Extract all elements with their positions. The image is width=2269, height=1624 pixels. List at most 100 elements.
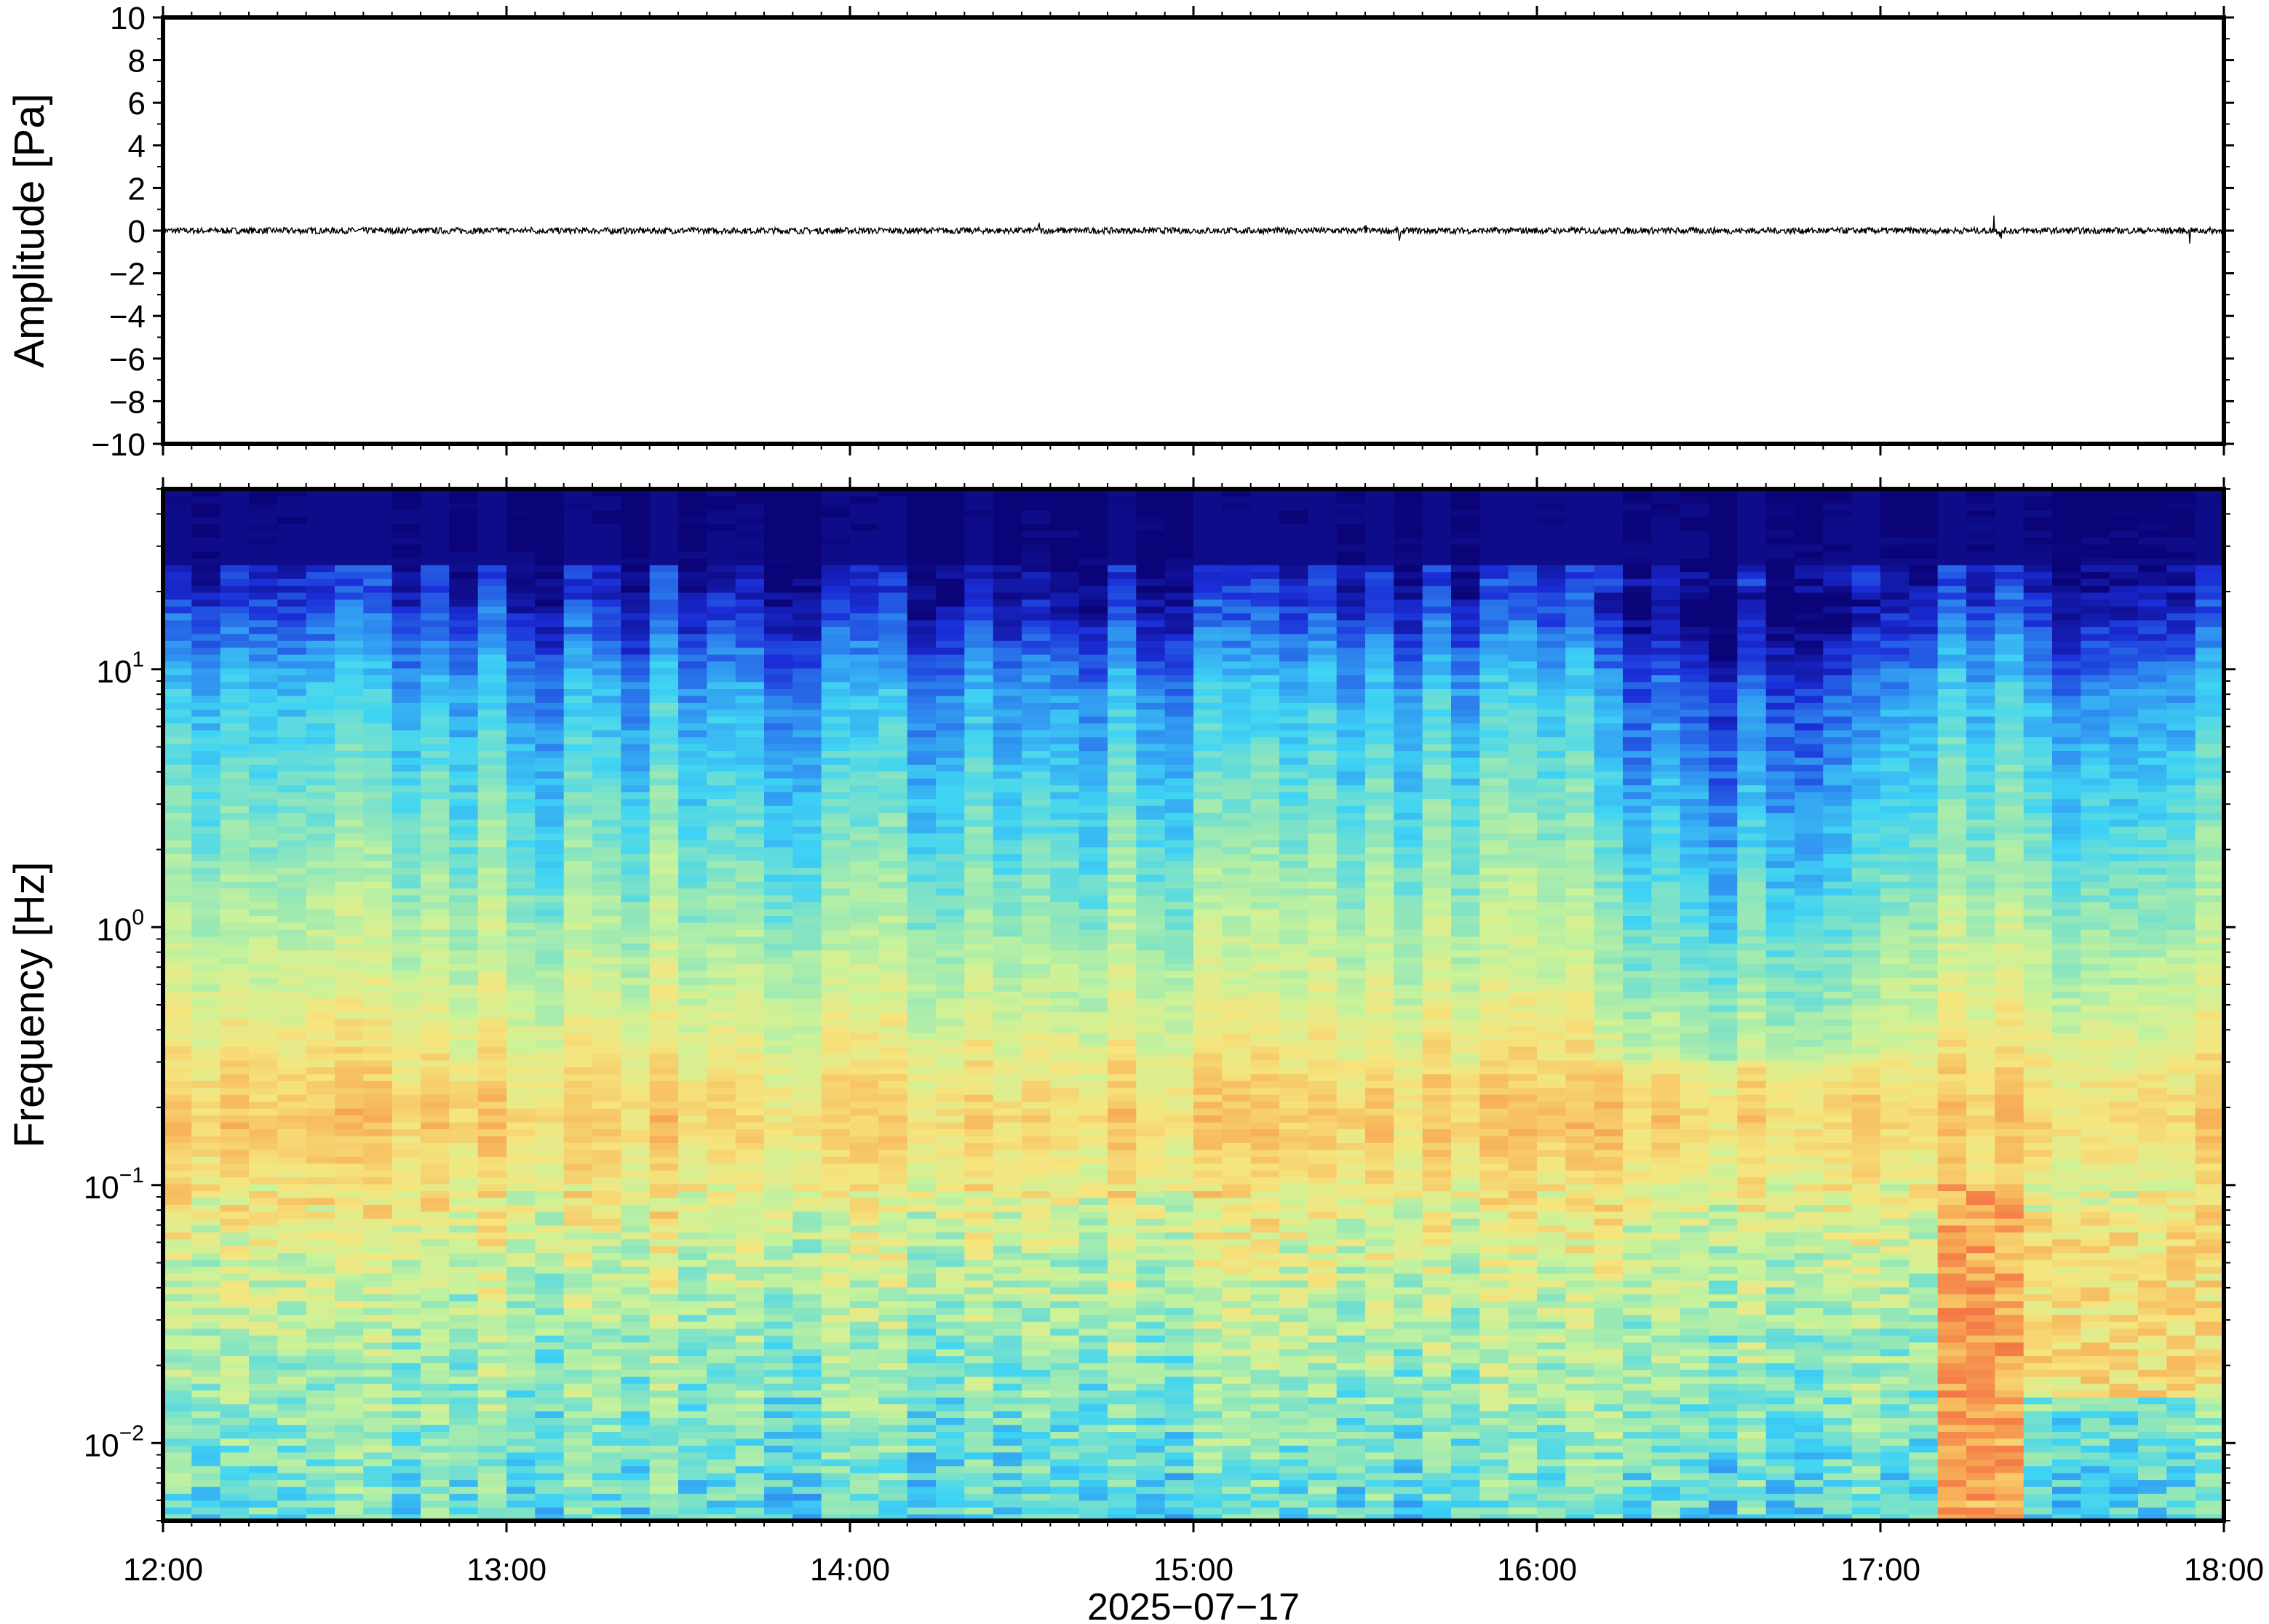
spectrogram-cell — [220, 551, 250, 559]
spectrogram-cell — [621, 1486, 651, 1494]
spectrogram-cell — [477, 1087, 507, 1095]
spectrogram-cell — [277, 1431, 307, 1439]
spectrogram-cell — [878, 1280, 908, 1288]
spectrogram-cell — [964, 1142, 994, 1150]
spectrogram-cell — [821, 1039, 851, 1047]
spectrogram-cell — [220, 633, 250, 641]
spectrogram-cell — [535, 915, 565, 923]
spectrogram-cell — [592, 1362, 622, 1370]
spectrogram-cell — [821, 1390, 851, 1398]
spectrogram-cell — [907, 716, 937, 724]
spectrogram-cell — [563, 647, 593, 655]
spectrogram-cell — [993, 860, 1022, 868]
spectrogram-cell — [277, 661, 307, 669]
spectrogram-cell — [563, 1328, 593, 1336]
spectrogram-cell — [163, 1032, 193, 1040]
spectrogram-cell — [592, 702, 622, 710]
spectrogram-cell — [163, 1472, 193, 1481]
spectrogram-cell — [563, 1424, 593, 1432]
spectrogram-cell — [421, 853, 450, 861]
spectrogram-cell — [277, 585, 307, 593]
spectrogram-cell — [421, 571, 450, 579]
spectrogram-cell — [306, 1396, 335, 1405]
spectrogram-cell — [506, 661, 536, 669]
spectrogram-cell — [477, 970, 507, 978]
spectrogram-cell — [792, 736, 822, 744]
spectrogram-cell — [191, 950, 221, 958]
spectrogram-cell — [878, 523, 908, 531]
spectrogram-cell — [477, 894, 507, 902]
spectrogram-cell — [506, 1039, 536, 1047]
spectrogram-cell — [563, 1135, 593, 1143]
spectrogram-cell — [821, 1059, 851, 1067]
spectrogram-cell — [707, 1390, 736, 1398]
spectrogram-cell — [535, 908, 565, 916]
spectrogram-cell — [936, 626, 966, 634]
spectrogram-cell — [220, 1067, 250, 1075]
spectrogram-cell — [878, 1314, 908, 1322]
spectrogram-cell — [878, 922, 908, 930]
spectrogram-cell — [421, 619, 450, 627]
spectrogram-cell — [277, 1300, 307, 1308]
spectrogram-cell — [249, 915, 279, 923]
spectrogram-cell — [1050, 681, 1080, 689]
spectrogram-cell — [392, 489, 421, 497]
spectrogram-cell — [964, 1334, 994, 1343]
spectrogram-cell — [821, 819, 851, 827]
spectrogram-cell — [1050, 1348, 1080, 1356]
spectrogram-cell — [735, 723, 765, 731]
spectrogram-cell — [477, 1266, 507, 1274]
spectrogram-cell — [306, 901, 335, 909]
spectrogram-cell — [335, 1500, 365, 1508]
spectrogram-cell — [621, 1232, 651, 1240]
spectrogram-cell — [163, 1059, 193, 1067]
spectrogram-cell — [220, 1225, 250, 1233]
spectrogram-cell — [249, 1396, 279, 1405]
spectrogram-cell — [1022, 523, 1052, 531]
spectrogram-cell — [163, 826, 193, 834]
spectrogram-cell — [707, 991, 736, 999]
spectrogram-cell — [907, 750, 937, 758]
spectrogram-cell — [363, 1059, 393, 1067]
spectrogram-cell — [392, 1032, 421, 1040]
spectrogram-cell — [449, 1211, 479, 1219]
spectrogram-cell — [993, 1479, 1022, 1487]
spectrogram-cell — [220, 516, 250, 525]
spectrogram-cell — [649, 812, 679, 820]
spectrogram-cell — [163, 1342, 193, 1350]
spectrogram-cell — [163, 723, 193, 731]
spectrogram-cell — [764, 929, 794, 937]
spectrogram-cell — [878, 1218, 908, 1226]
spectrogram-cell — [964, 950, 994, 958]
spectrogram-cell — [878, 1129, 908, 1137]
spectrogram-cell — [220, 674, 250, 682]
spectrogram-cell — [936, 1245, 966, 1254]
spectrogram-cell — [1022, 1115, 1052, 1123]
spectrogram-cell — [506, 1011, 536, 1019]
spectrogram-cell — [792, 702, 822, 710]
spectrogram-cell — [878, 1500, 908, 1508]
spectrogram-cell — [335, 1025, 365, 1033]
spectrogram-cell — [1022, 653, 1052, 662]
spectrogram-cell — [764, 1163, 794, 1171]
spectrogram-cell — [964, 1177, 994, 1185]
spectrogram-cell — [249, 1149, 279, 1157]
spectrogram-cell — [993, 894, 1022, 902]
spectrogram-cell — [649, 798, 679, 806]
spectrogram-cell — [707, 1294, 736, 1302]
spectrogram-cell — [163, 1232, 193, 1240]
spectrogram-cell — [449, 1369, 479, 1377]
spectrogram-cell — [506, 743, 536, 752]
spectrogram-cell — [506, 915, 536, 923]
spectrogram-cell — [249, 853, 279, 861]
spectrogram-cell — [792, 764, 822, 772]
spectrogram-cell — [449, 942, 479, 951]
spectrogram-cell — [449, 1410, 479, 1418]
spectrogram-cell — [220, 1211, 250, 1219]
spectrogram-cell — [1050, 832, 1080, 840]
spectrogram-cell — [563, 963, 593, 971]
spectrogram-cell — [964, 1232, 994, 1240]
spectrogram-cell — [1022, 688, 1052, 696]
spectrogram-cell — [993, 1390, 1022, 1398]
spectrogram-cell — [592, 1129, 622, 1137]
